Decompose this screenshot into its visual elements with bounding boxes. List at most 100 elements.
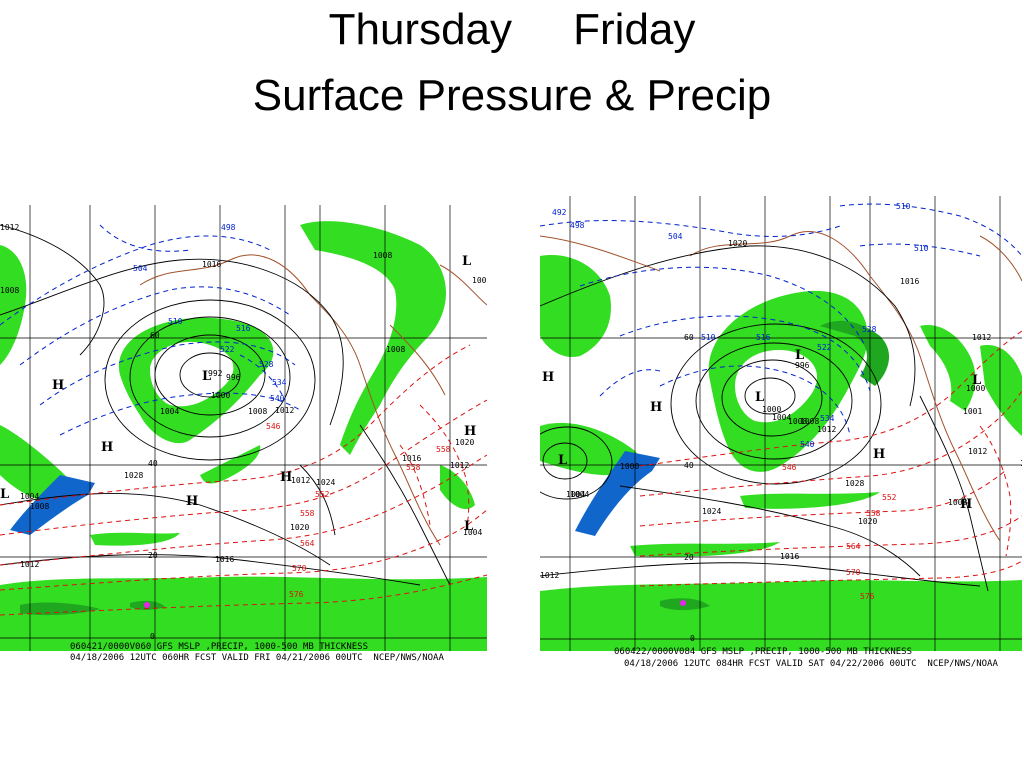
svg-text:504: 504	[668, 232, 683, 241]
svg-text:1008: 1008	[800, 417, 819, 426]
svg-text:1020: 1020	[858, 517, 877, 526]
thickness-warm-contours	[639, 330, 1022, 587]
svg-text:1004: 1004	[772, 413, 791, 422]
svg-text:576: 576	[289, 590, 304, 599]
precip-shading	[540, 255, 1022, 651]
svg-text:1004: 1004	[566, 490, 585, 499]
lat-label-60: 60	[684, 333, 694, 342]
svg-text:1004: 1004	[570, 490, 589, 499]
high-center: H	[52, 378, 64, 393]
svg-text:996: 996	[226, 373, 241, 382]
svg-text:498: 498	[570, 221, 585, 230]
svg-text:1000: 1000	[472, 276, 487, 285]
svg-text:1020: 1020	[290, 523, 309, 532]
thickness-warm-contours	[0, 344, 487, 616]
svg-text:1016: 1016	[900, 277, 919, 286]
svg-text:504: 504	[133, 264, 148, 273]
svg-text:552: 552	[882, 493, 897, 502]
svg-text:564: 564	[300, 539, 315, 548]
svg-text:528: 528	[862, 325, 877, 334]
pressure-centers: H L L L H L H H	[542, 348, 981, 512]
low-center: L	[0, 487, 9, 502]
friday-map-graphic: 60 40 20 0 1020 1016 1012 1000 1004 1008…	[540, 196, 1022, 651]
svg-text:1000: 1000	[966, 384, 985, 393]
svg-text:1024: 1024	[702, 507, 721, 516]
svg-text:1012: 1012	[20, 560, 39, 569]
pressure-centers: H H L L H H L H L	[0, 254, 476, 534]
high-center: H	[542, 370, 554, 385]
svg-text:1024: 1024	[316, 478, 335, 487]
svg-text:510: 510	[168, 317, 183, 326]
high-center: H	[960, 497, 972, 512]
svg-text:534: 534	[272, 378, 287, 387]
high-center: H	[101, 440, 113, 455]
isobars	[0, 224, 451, 586]
thickness-labels: 498 504 510 516 522 528 534 540 546 552 …	[133, 223, 451, 599]
svg-text:552: 552	[315, 490, 330, 499]
lat-label-20: 20	[148, 551, 158, 560]
thickness-labels: 492 498 504 510 510 510 516 522 528 534 …	[552, 202, 929, 601]
svg-text:1001: 1001	[963, 407, 982, 416]
svg-text:1008: 1008	[386, 345, 405, 354]
svg-text:1004: 1004	[463, 528, 482, 537]
svg-text:1020: 1020	[455, 438, 474, 447]
lat-label-60: 60	[150, 331, 160, 340]
low-center: L	[464, 519, 473, 534]
svg-text:522: 522	[220, 345, 235, 354]
svg-text:540: 540	[800, 440, 815, 449]
svg-text:1008: 1008	[788, 417, 807, 426]
svg-text:546: 546	[782, 463, 797, 472]
svg-text:1004: 1004	[160, 407, 179, 416]
high-center: H	[280, 470, 292, 485]
low-center: L	[558, 453, 567, 468]
svg-text:1000: 1000	[762, 405, 781, 414]
svg-text:1012: 1012	[540, 571, 559, 580]
low-center: L	[755, 390, 764, 405]
thursday-map-panel: 60 40 20 0 1012 1016 1008 1008 1008 1004…	[0, 205, 487, 651]
high-center: H	[873, 447, 885, 462]
high-center: H	[464, 424, 476, 439]
svg-text:1012: 1012	[291, 476, 310, 485]
svg-text:1000: 1000	[211, 391, 230, 400]
svg-text:1012: 1012	[0, 223, 19, 232]
svg-text:1008: 1008	[948, 498, 967, 507]
svg-text:1016: 1016	[780, 552, 799, 561]
thursday-map-graphic: 60 40 20 0 1012 1016 1008 1008 1008 1004…	[0, 205, 487, 651]
svg-text:522: 522	[817, 343, 832, 352]
high-center: H	[650, 400, 662, 415]
lat-label-40: 40	[684, 461, 694, 470]
low-center: L	[462, 254, 471, 269]
thickness-cold-contours	[0, 224, 301, 436]
svg-text:1016: 1016	[402, 454, 421, 463]
svg-text:1012: 1012	[968, 447, 987, 456]
svg-text:996: 996	[795, 361, 810, 370]
svg-text:1016: 1016	[202, 260, 221, 269]
thursday-footer-line-2: 04/18/2006 12UTC 060HR FCST VALID FRI 04…	[70, 653, 444, 663]
svg-text:564: 564	[846, 542, 861, 551]
svg-text:1012: 1012	[450, 461, 469, 470]
svg-text:558: 558	[436, 445, 451, 454]
thickness-cold-contours	[540, 203, 1022, 437]
svg-text:510: 510	[701, 333, 716, 342]
lat-label-0: 0	[690, 634, 695, 643]
friday-footer-line-2: 04/18/2006 12UTC 084HR FCST VALID SAT 04…	[624, 659, 998, 669]
svg-text:1008: 1008	[0, 286, 19, 295]
high-center: H	[186, 494, 198, 509]
svg-text:546: 546	[266, 422, 281, 431]
svg-text:498: 498	[221, 223, 236, 232]
svg-text:1028: 1028	[124, 471, 143, 480]
svg-text:1000: 1000	[620, 462, 639, 471]
svg-text:576: 576	[860, 592, 875, 601]
svg-text:1012: 1012	[817, 425, 836, 434]
svg-text:510: 510	[896, 202, 911, 211]
low-center: L	[795, 348, 804, 363]
isobar-labels: 1012 1016 1008 1008 1008 1004 1000 992 9…	[0, 223, 487, 569]
title-line-1: Thursday Friday	[328, 5, 696, 54]
svg-text:1028: 1028	[845, 479, 864, 488]
low-center: L	[202, 369, 211, 384]
title-line-2: Surface Pressure & Precip	[252, 71, 772, 120]
svg-text:528: 528	[259, 360, 274, 369]
friday-footer-line-1: 060422/0000V084 GFS MSLP ,PRECIP, 1000-5…	[614, 647, 913, 657]
svg-text:492: 492	[552, 208, 567, 217]
svg-text:1008: 1008	[30, 502, 49, 511]
